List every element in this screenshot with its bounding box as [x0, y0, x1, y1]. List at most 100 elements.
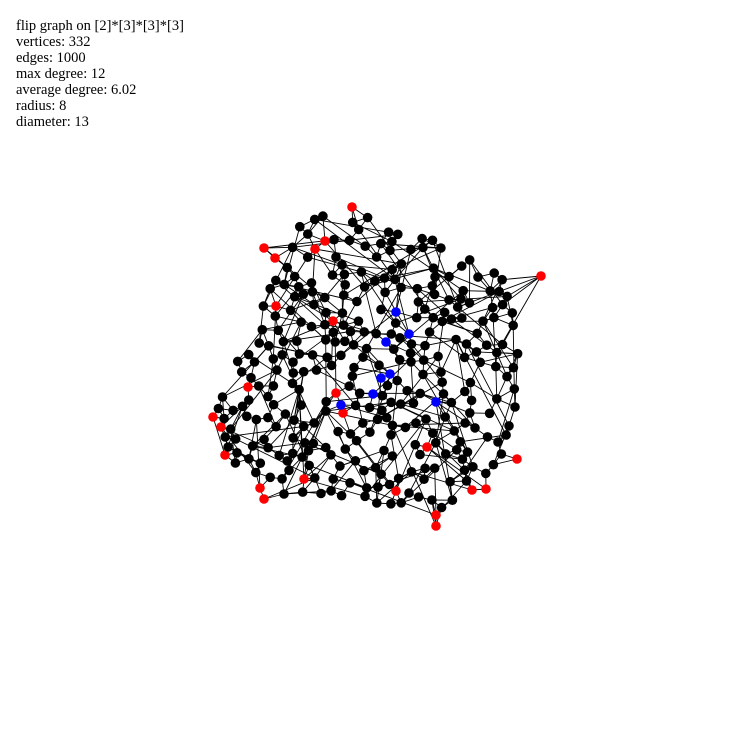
graph-vertex: [298, 289, 309, 300]
graph-vertex: [413, 492, 424, 502]
graph-edge: [432, 240, 459, 308]
graph-edge: [304, 442, 382, 475]
graph-edge: [514, 353, 519, 408]
graph-edge: [283, 456, 303, 495]
graph-vertex: [449, 426, 460, 436]
graph-vertex-red: [299, 474, 309, 484]
graph-vertex: [413, 297, 424, 307]
graph-edge: [292, 356, 328, 384]
graph-vertex: [468, 462, 478, 472]
graph-vertex: [484, 408, 495, 419]
graph-vertex: [493, 437, 503, 447]
graph-vertex: [292, 336, 302, 347]
graph-vertex: [455, 437, 466, 447]
graph-vertex: [225, 424, 236, 434]
graph-vertex: [492, 394, 502, 404]
graph-edge: [330, 460, 356, 492]
graph-edge: [361, 271, 435, 295]
graph-vertex: [461, 476, 472, 486]
graph-vertex-red: [220, 450, 230, 460]
graph-vertex: [396, 498, 407, 508]
graph-vertex: [406, 339, 417, 349]
graph-vertex: [339, 290, 349, 301]
graph-vertex: [509, 384, 520, 394]
graph-edge: [255, 419, 261, 489]
graph-edge: [267, 419, 295, 449]
graph-edge: [499, 275, 542, 292]
graph-vertex: [428, 428, 438, 439]
average-degree: average degree: 6.02: [16, 82, 137, 98]
graph-vertex: [253, 381, 264, 391]
graph-vertex: [287, 378, 298, 389]
graph-vertex: [456, 294, 466, 304]
graph-vertex: [356, 267, 367, 277]
graph-edge: [363, 455, 393, 472]
graph-vertex: [396, 259, 407, 269]
graph-edge: [455, 339, 466, 392]
graph-vertex-blue: [404, 329, 414, 339]
graph-vertex: [429, 463, 440, 474]
graph-vertex: [320, 292, 330, 303]
graph-vertex: [326, 450, 336, 460]
graph-vertex: [473, 272, 483, 282]
graph-vertex: [322, 352, 332, 363]
graph-vertex: [288, 433, 298, 443]
graph-vertex: [302, 252, 313, 262]
graph-title: flip graph on [2]*[3]*[3]*[3]: [16, 18, 184, 34]
graph-edge: [269, 288, 327, 341]
graph-edge: [273, 389, 300, 406]
graph-edge: [433, 267, 491, 292]
graph-vertex: [452, 302, 463, 312]
graph-vertex: [387, 236, 397, 247]
graph-edge: [212, 416, 226, 456]
graph-vertex: [282, 456, 293, 466]
graph-edge: [275, 256, 309, 307]
graph-vertex: [510, 402, 520, 412]
graph-vertex-red: [320, 236, 330, 246]
graph-vertex: [242, 411, 252, 422]
graph-vertex: [279, 489, 289, 499]
graph-vertex: [336, 350, 346, 361]
graph-vertex: [339, 269, 350, 280]
graph-vertex: [347, 217, 358, 228]
graph-vertex: [418, 355, 429, 366]
graph-vertex-blue: [431, 397, 441, 407]
graph-vertex: [372, 414, 383, 425]
graph-vertex: [287, 448, 298, 459]
graph-vertex: [340, 336, 350, 347]
graph-edge: [230, 369, 278, 430]
graph-vertex: [370, 276, 380, 287]
graph-vertex: [404, 488, 414, 498]
graph-edge: [470, 382, 498, 400]
graph-vertex: [288, 368, 299, 378]
graph-vertex: [444, 271, 454, 282]
graph-vertex: [219, 413, 229, 424]
graph-edge: [322, 215, 366, 247]
graph-vertex: [451, 334, 461, 345]
graph-vertex: [481, 340, 492, 351]
graph-vertex: [492, 347, 502, 358]
graph-vertex: [329, 234, 339, 245]
graph-vertex: [436, 502, 447, 513]
graph-edge: [292, 246, 343, 266]
graph-vertex: [217, 392, 228, 402]
graph-vertex: [265, 472, 276, 483]
graph-vertex: [386, 397, 396, 408]
graph-vertex: [387, 420, 398, 431]
graph-vertex: [230, 434, 241, 444]
graph-vertex: [321, 406, 331, 416]
graph-vertex: [304, 460, 315, 471]
graph-vertex: [508, 320, 518, 331]
graph-vertex: [379, 273, 390, 283]
graph-edge: [274, 286, 300, 317]
graph-vertex: [465, 408, 475, 418]
graph-vertex: [392, 375, 403, 386]
graph-radius: radius: 8: [16, 98, 67, 114]
graph-vertex: [288, 357, 298, 368]
graph-vertex: [386, 499, 396, 509]
graph-vertex: [381, 412, 392, 423]
graph-vertex: [311, 365, 322, 375]
graph-vertex: [504, 421, 514, 431]
graph-vertex: [382, 380, 393, 391]
graph-vertex: [306, 278, 317, 288]
